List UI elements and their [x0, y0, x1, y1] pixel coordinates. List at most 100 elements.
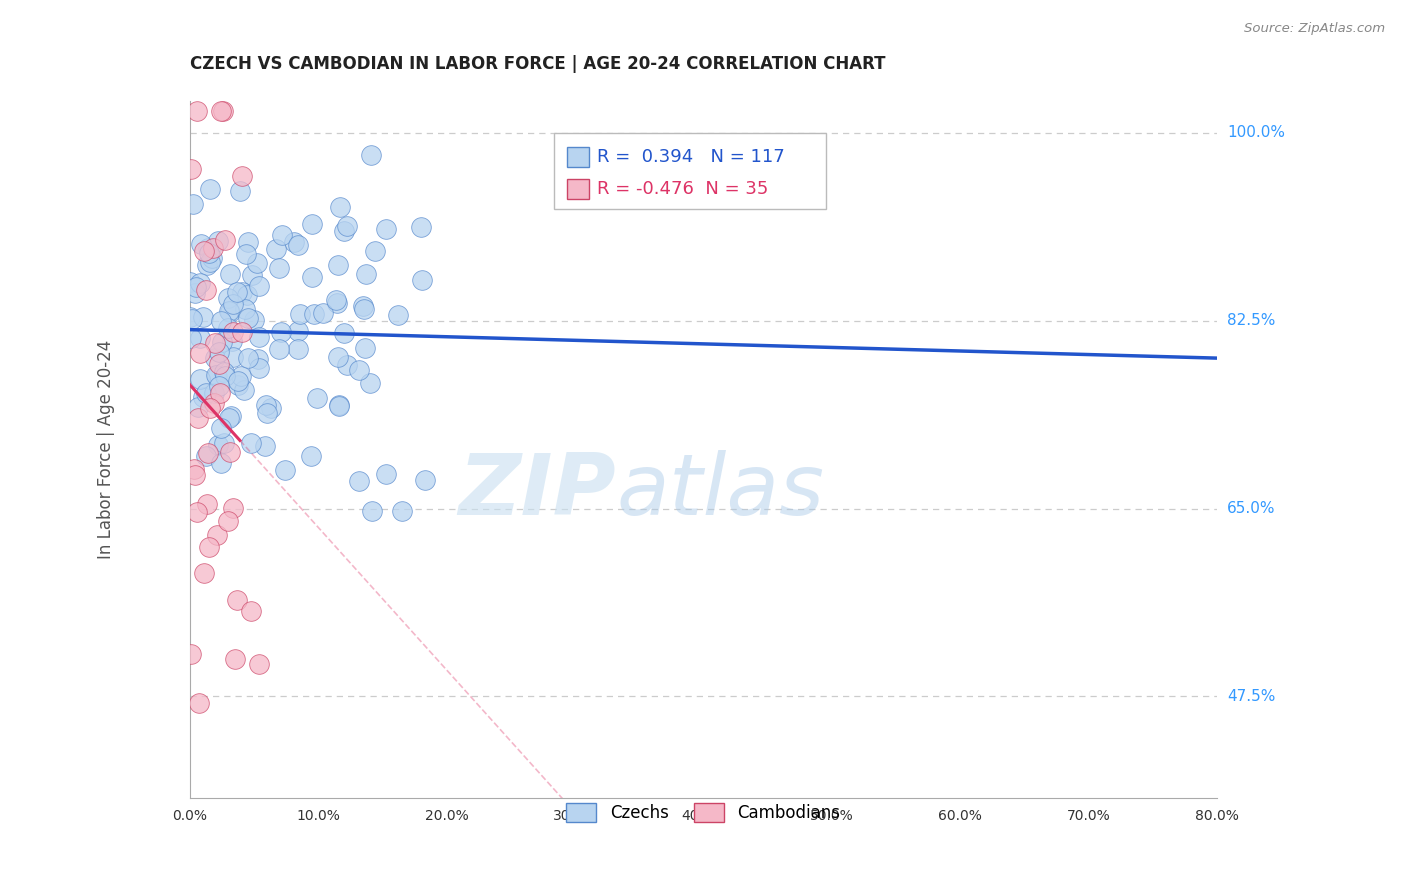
- Text: 50.0%: 50.0%: [810, 809, 853, 823]
- Text: In Labor Force | Age 20-24: In Labor Force | Age 20-24: [97, 340, 115, 559]
- Point: [238, 351, 260, 365]
- Point: [235, 247, 257, 261]
- Point: [231, 326, 253, 340]
- Point: [288, 307, 311, 321]
- Point: [209, 385, 232, 400]
- Point: [187, 400, 209, 414]
- Point: [180, 331, 202, 345]
- Point: [228, 374, 250, 388]
- Point: [197, 241, 219, 255]
- Text: R =  0.394   N = 117: R = 0.394 N = 117: [598, 148, 785, 166]
- Point: [221, 351, 243, 365]
- Point: [231, 169, 253, 183]
- Point: [329, 200, 352, 214]
- Point: [208, 378, 231, 392]
- Point: [219, 444, 242, 458]
- Point: [243, 312, 266, 326]
- Point: [260, 401, 283, 415]
- Point: [236, 288, 259, 302]
- Point: [232, 383, 254, 397]
- Legend: Czechs, Cambodians: Czechs, Cambodians: [560, 796, 846, 829]
- Point: [247, 329, 270, 343]
- Point: [226, 377, 249, 392]
- Point: [188, 331, 211, 345]
- Point: [212, 365, 235, 379]
- Text: Source: ZipAtlas.com: Source: ZipAtlas.com: [1244, 22, 1385, 36]
- Point: [239, 604, 262, 618]
- Point: [194, 386, 217, 401]
- Point: [326, 350, 349, 364]
- Point: [359, 376, 381, 391]
- Point: [413, 473, 436, 487]
- Point: [184, 279, 207, 293]
- Point: [198, 540, 221, 554]
- Text: ZIP: ZIP: [458, 450, 616, 533]
- Point: [197, 446, 219, 460]
- Point: [181, 197, 204, 211]
- Point: [354, 267, 377, 281]
- Point: [360, 148, 382, 162]
- Point: [270, 325, 292, 339]
- Point: [198, 254, 221, 268]
- Point: [254, 439, 277, 453]
- Point: [239, 436, 262, 450]
- Point: [201, 241, 224, 255]
- Point: [202, 396, 225, 410]
- Point: [224, 651, 246, 665]
- Point: [254, 398, 277, 412]
- Text: 20.0%: 20.0%: [425, 809, 468, 823]
- Point: [233, 302, 256, 317]
- Text: 70.0%: 70.0%: [1066, 809, 1111, 823]
- Point: [301, 218, 323, 232]
- Point: [336, 358, 359, 372]
- Point: [409, 219, 432, 234]
- Point: [191, 390, 214, 404]
- Point: [212, 436, 235, 450]
- Point: [187, 411, 209, 425]
- Point: [183, 462, 205, 476]
- FancyBboxPatch shape: [554, 134, 827, 209]
- Point: [186, 104, 208, 119]
- Point: [222, 500, 245, 515]
- Point: [204, 335, 226, 350]
- Point: [209, 456, 232, 470]
- Point: [181, 311, 204, 326]
- Point: [236, 311, 259, 326]
- Point: [217, 514, 239, 528]
- Point: [325, 293, 347, 307]
- Point: [301, 270, 323, 285]
- Point: [411, 273, 433, 287]
- Point: [312, 306, 335, 320]
- Point: [226, 593, 249, 607]
- Point: [269, 260, 291, 275]
- Point: [209, 104, 232, 119]
- Point: [188, 346, 211, 360]
- Point: [214, 368, 236, 383]
- Point: [194, 283, 217, 297]
- Point: [328, 398, 350, 412]
- Point: [246, 256, 269, 270]
- Point: [218, 305, 240, 319]
- Text: 40.0%: 40.0%: [682, 809, 725, 823]
- Point: [231, 369, 253, 384]
- Point: [179, 275, 201, 289]
- Text: 10.0%: 10.0%: [297, 809, 340, 823]
- Point: [207, 437, 229, 451]
- FancyBboxPatch shape: [567, 147, 589, 167]
- Point: [264, 242, 287, 256]
- Text: 60.0%: 60.0%: [938, 809, 981, 823]
- Point: [287, 238, 309, 252]
- Point: [267, 342, 290, 356]
- Point: [193, 566, 215, 580]
- Point: [225, 285, 247, 300]
- Point: [283, 235, 305, 249]
- Point: [214, 233, 236, 247]
- Point: [183, 467, 205, 482]
- Point: [187, 696, 209, 710]
- Point: [287, 342, 309, 356]
- Point: [205, 369, 228, 384]
- Point: [197, 258, 219, 272]
- Point: [193, 310, 215, 324]
- Point: [198, 182, 221, 196]
- Point: [374, 467, 396, 481]
